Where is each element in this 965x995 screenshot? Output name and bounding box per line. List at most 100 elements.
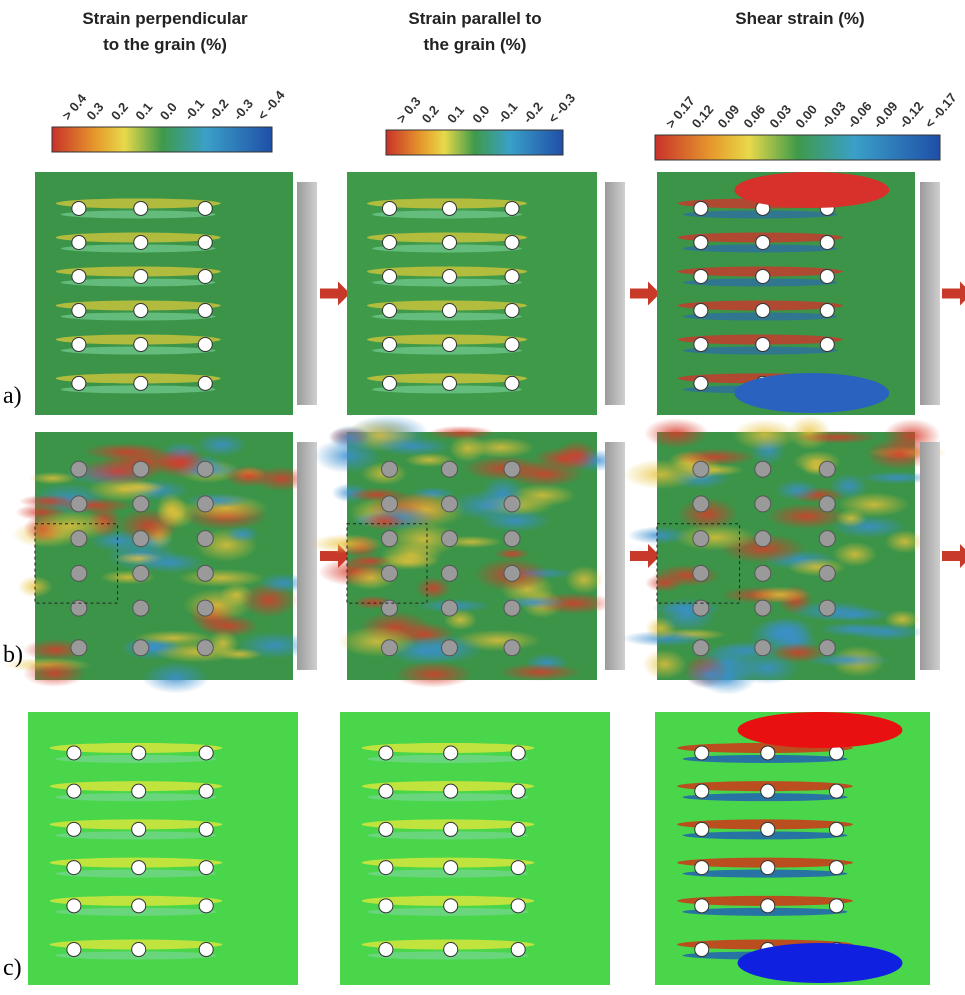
hole: [695, 746, 709, 760]
column-title: the grain (%): [424, 35, 527, 54]
hole: [756, 269, 770, 283]
speckle: [623, 459, 699, 489]
scale-label: 0.1: [444, 102, 467, 125]
column-title: to the grain (%): [103, 35, 227, 54]
hole: [383, 269, 397, 283]
hole: [694, 338, 708, 352]
hole: [132, 784, 146, 798]
scale-label: < -0.4: [255, 87, 289, 123]
hole: [383, 338, 397, 352]
hole: [511, 746, 525, 760]
hole: [382, 600, 398, 616]
speckle: [657, 597, 717, 632]
grip-bar: [920, 442, 940, 670]
scale-label: -0.12: [896, 99, 927, 131]
hole: [443, 269, 457, 283]
strain-map: [4, 432, 312, 693]
hole: [132, 861, 146, 875]
hole: [134, 304, 148, 318]
hole: [134, 269, 148, 283]
speckle: [123, 639, 179, 653]
speckle: [498, 663, 582, 680]
hole: [511, 861, 525, 875]
hole: [755, 640, 771, 656]
shear-zone: [734, 172, 889, 208]
hole: [504, 600, 520, 616]
scale-label: 0.0: [157, 99, 180, 122]
hole: [695, 861, 709, 875]
strain-map: [310, 415, 624, 688]
hole: [830, 746, 844, 760]
hole: [72, 304, 86, 318]
speckle: [375, 437, 452, 456]
speckle: [449, 435, 486, 462]
load-arrow: [630, 544, 660, 568]
hole: [383, 235, 397, 249]
hole: [830, 822, 844, 836]
hole: [819, 600, 835, 616]
speckle: [829, 473, 868, 499]
hole: [132, 899, 146, 913]
grip-bar: [297, 442, 317, 670]
hole: [820, 338, 834, 352]
hole: [755, 496, 771, 512]
hole: [72, 338, 86, 352]
hole: [756, 338, 770, 352]
hole: [382, 640, 398, 656]
hole: [197, 496, 213, 512]
hole: [133, 496, 149, 512]
hole: [67, 943, 81, 957]
hole: [72, 376, 86, 390]
hole: [756, 304, 770, 318]
scale-label: 0.06: [740, 102, 768, 131]
hole: [198, 376, 212, 390]
speckle: [770, 642, 828, 663]
hole: [504, 531, 520, 547]
hole: [382, 496, 398, 512]
hole: [382, 461, 398, 477]
speckle: [749, 586, 810, 602]
hole: [694, 201, 708, 215]
hole: [134, 376, 148, 390]
hole: [71, 496, 87, 512]
hole: [133, 531, 149, 547]
hole: [197, 531, 213, 547]
hole: [134, 338, 148, 352]
speckle: [775, 480, 820, 501]
hole: [693, 531, 709, 547]
hole: [71, 640, 87, 656]
hole: [694, 269, 708, 283]
hole: [694, 376, 708, 390]
hole: [71, 531, 87, 547]
speckle: [155, 493, 186, 528]
hole: [133, 461, 149, 477]
hole: [511, 822, 525, 836]
hole: [694, 304, 708, 318]
scale-label: 0.00: [792, 102, 820, 131]
hole: [504, 461, 520, 477]
hole: [444, 861, 458, 875]
scale-label: -0.1: [181, 96, 207, 123]
hole: [761, 784, 775, 798]
hole: [443, 201, 457, 215]
hole: [820, 304, 834, 318]
column-title: Shear strain (%): [735, 9, 864, 28]
scale-label: -0.3: [230, 96, 256, 123]
hole: [379, 861, 393, 875]
speckle: [565, 566, 604, 594]
hole: [819, 461, 835, 477]
hole: [443, 304, 457, 318]
speckle: [642, 649, 687, 679]
hole: [132, 746, 146, 760]
figure: Strain perpendicularto the grain (%)> 0.…: [0, 0, 965, 995]
hole: [695, 784, 709, 798]
strain-map: [28, 712, 298, 985]
hole: [71, 600, 87, 616]
hole: [199, 784, 213, 798]
hole: [756, 235, 770, 249]
hole: [819, 565, 835, 581]
hole: [830, 784, 844, 798]
hole: [197, 600, 213, 616]
hole: [761, 822, 775, 836]
grip-bar: [920, 182, 940, 405]
